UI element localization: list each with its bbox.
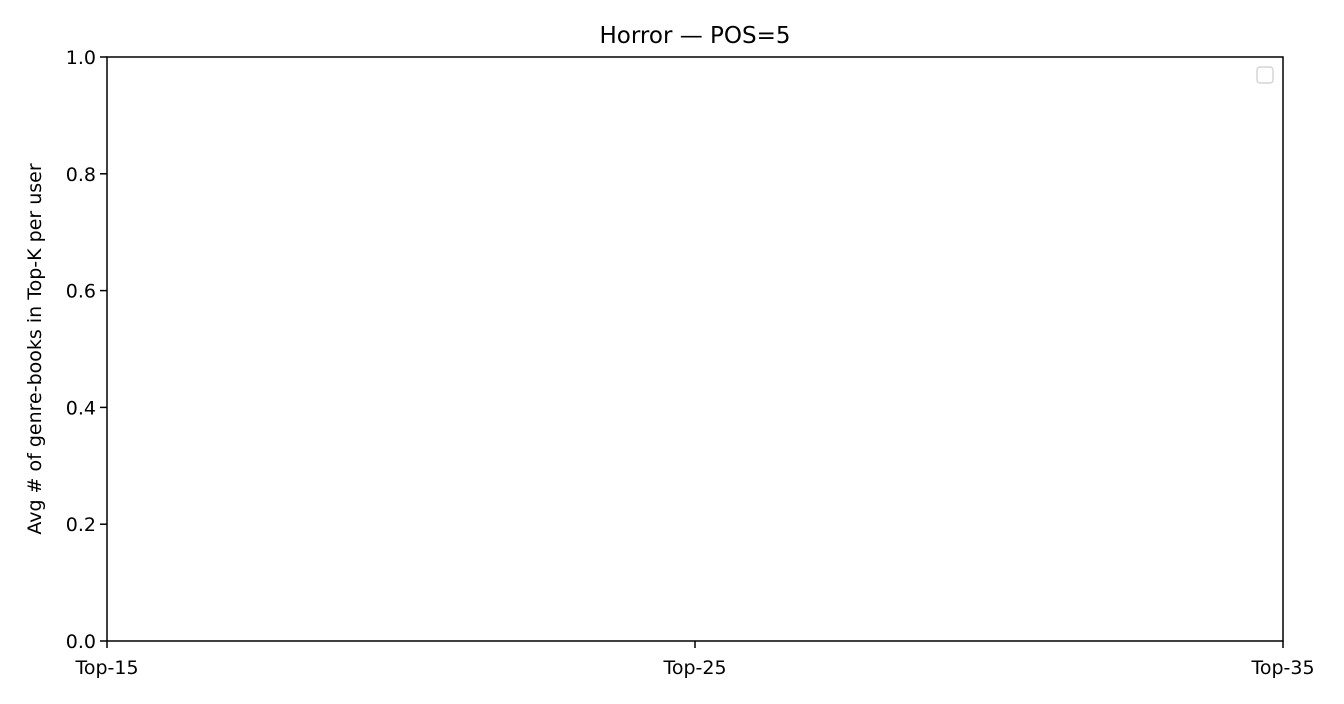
y-axis-label: Avg # of genre-books in Top-K per user [24, 163, 46, 535]
y-tick-label: 1.0 [66, 47, 96, 69]
y-tick-label: 0.8 [66, 164, 96, 186]
plot-area [106, 56, 1284, 642]
y-tick-label: 0.4 [66, 397, 96, 419]
y-axis: 0.0 0.2 0.4 0.6 0.8 1.0 [66, 47, 107, 653]
legend-box [1256, 66, 1274, 84]
chart-title: Horror — POS=5 [600, 23, 791, 49]
y-tick-label: 0.0 [66, 631, 96, 653]
y-tick-label: 0.6 [66, 281, 96, 303]
x-tick-label: Top-25 [662, 657, 726, 679]
x-axis: Top-15 Top-25 Top-35 [74, 641, 1315, 679]
x-tick-label: Top-35 [1250, 657, 1314, 679]
x-tick-label: Top-15 [74, 657, 138, 679]
y-tick-label: 0.2 [66, 514, 96, 536]
